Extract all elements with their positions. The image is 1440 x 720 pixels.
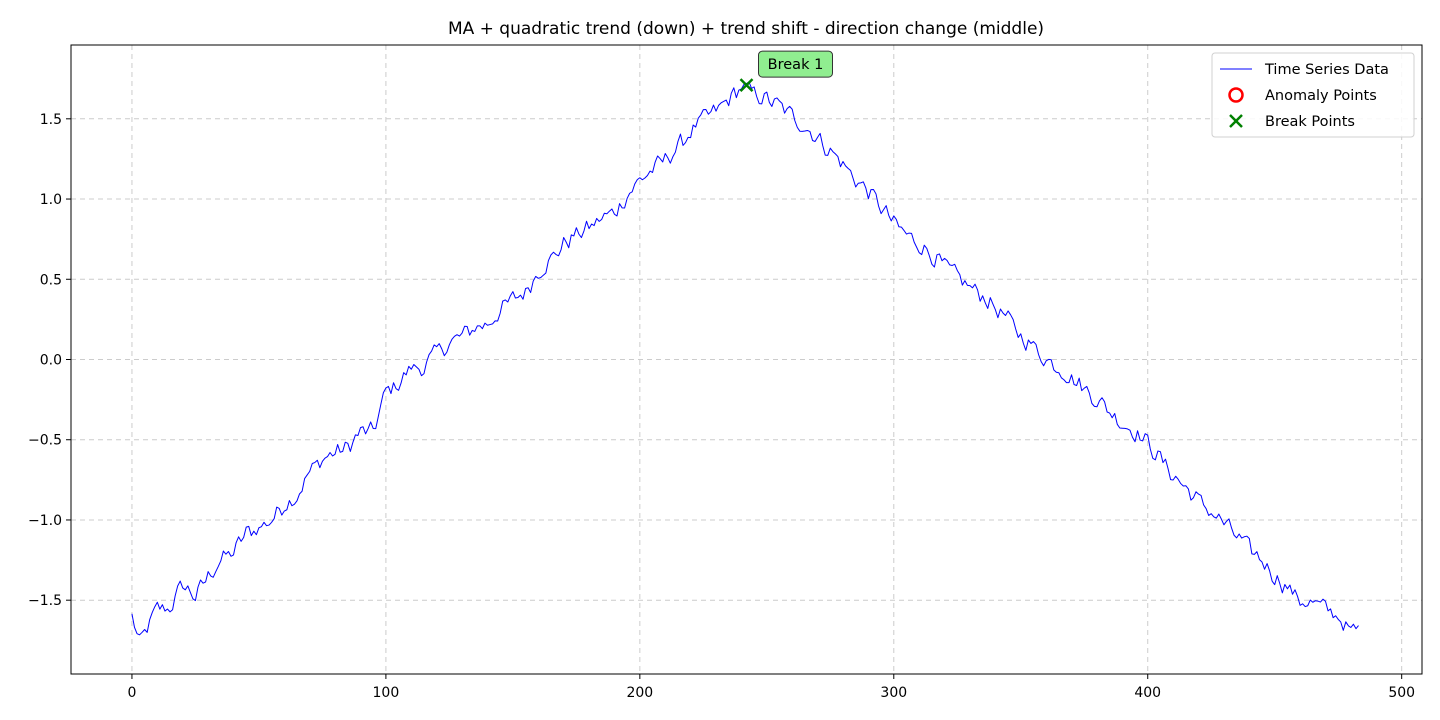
y-axis: −1.5 −1.0 −0.5 0.0 0.5 1.0 1.5 — [28, 112, 71, 609]
legend-x-swatch — [1229, 114, 1243, 128]
break-label: Break 1 — [768, 57, 824, 73]
legend-box — [1211, 52, 1415, 138]
y-tick-label: 0.0 — [40, 353, 62, 369]
legend-label: Anomaly Points — [1265, 88, 1377, 104]
x-tick-label: 200 — [626, 685, 653, 701]
break-point-marker — [739, 78, 754, 92]
y-tick-label: −1.5 — [28, 593, 62, 609]
x-tick-label: 500 — [1388, 685, 1415, 701]
y-tick-label: 0.5 — [40, 272, 62, 288]
legend: Time Series Data Anomaly Points Break Poin… — [1211, 52, 1415, 138]
y-tick-label: 1.5 — [40, 112, 62, 128]
grid — [71, 45, 1422, 674]
annotations: Break 1 — [739, 50, 833, 92]
y-tick-label: 1.0 — [40, 192, 62, 208]
x-tick-label: 400 — [1134, 685, 1161, 701]
x-tick-label: 300 — [880, 685, 907, 701]
y-tick-label: −0.5 — [28, 433, 62, 449]
legend-circle-swatch — [1228, 87, 1244, 103]
y-tick-label: −1.0 — [28, 513, 62, 529]
x-axis: 0 100 200 300 400 500 — [127, 674, 1415, 701]
break-label-box — [758, 50, 833, 78]
chart-title: MA + quadratic trend (down) + trend shif… — [448, 19, 1044, 39]
legend-label: Break Points — [1265, 114, 1355, 130]
legend-label: Time Series Data — [1264, 62, 1389, 78]
x-tick-label: 0 — [127, 685, 136, 701]
x-tick-label: 100 — [373, 685, 400, 701]
